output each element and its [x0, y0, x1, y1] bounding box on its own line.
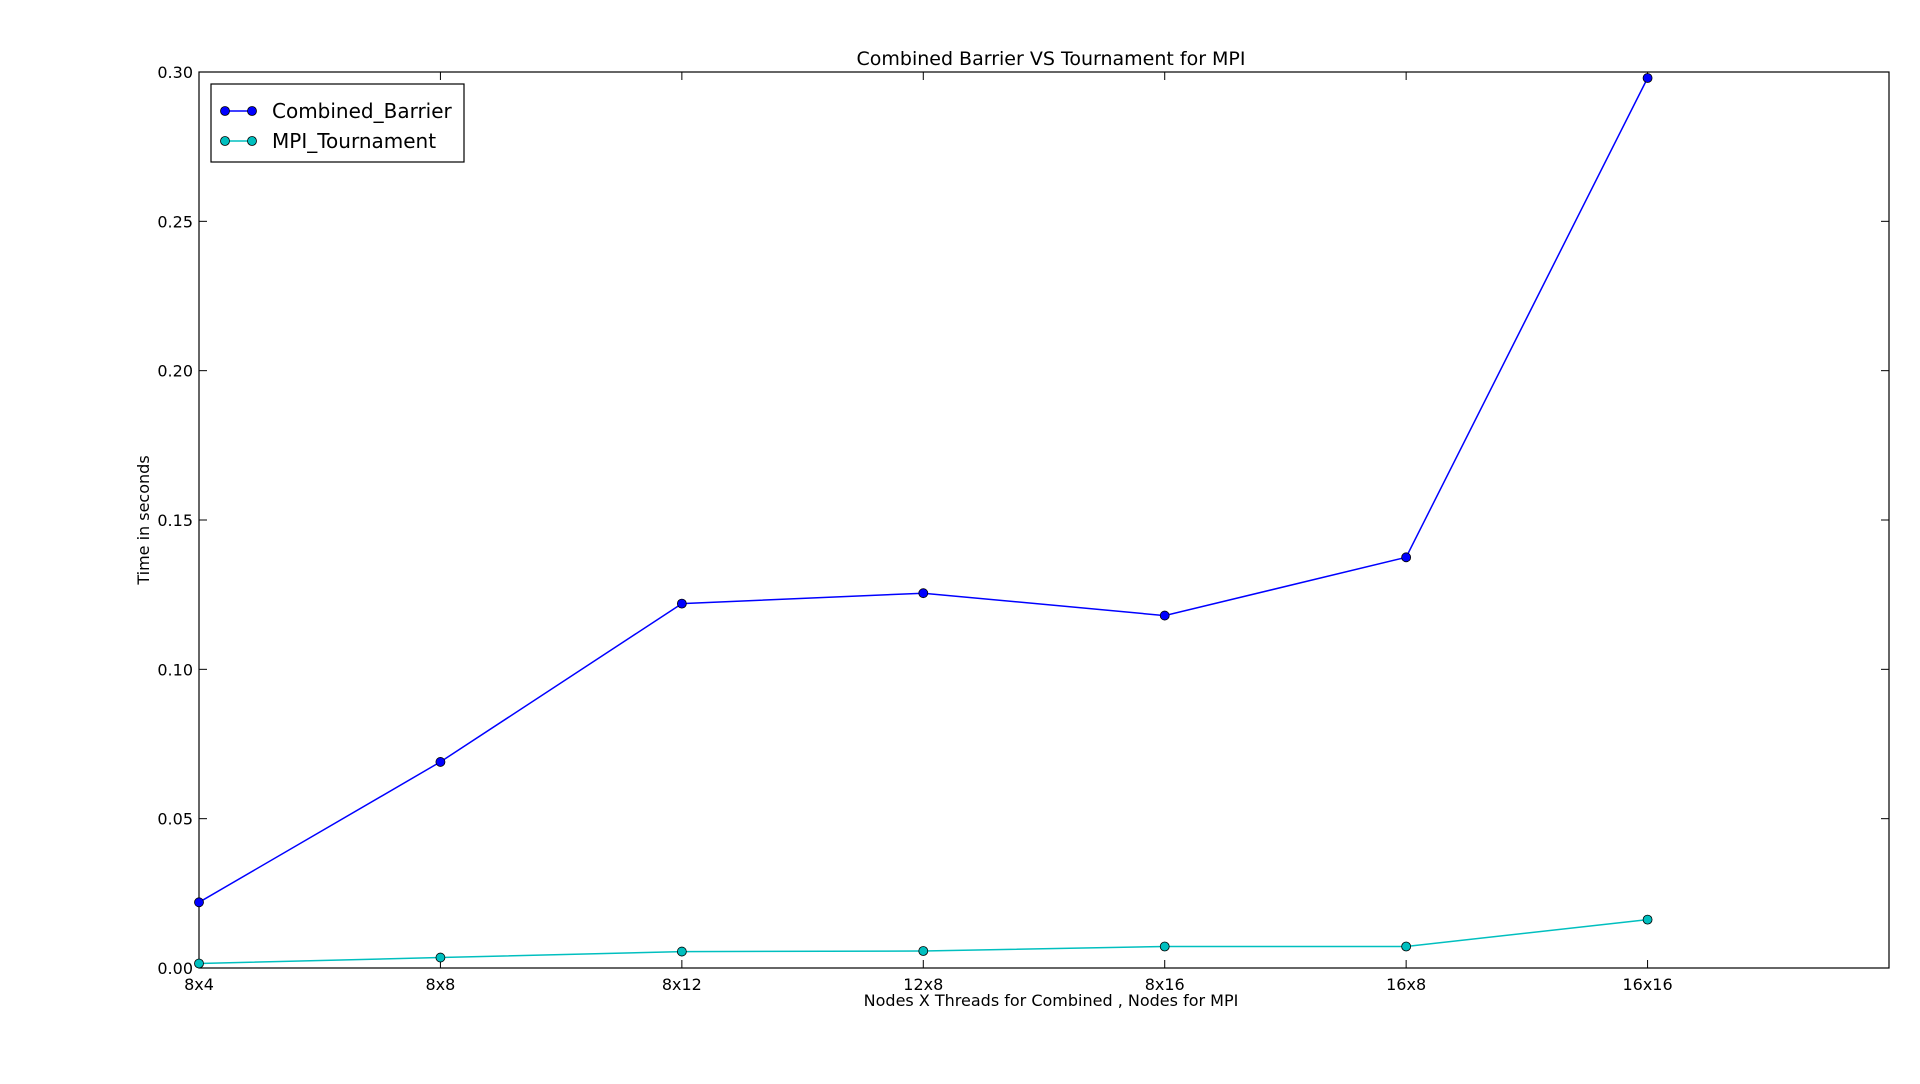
legend: Combined_Barrier MPI_Tournament — [210, 83, 465, 163]
legend-marker — [247, 106, 257, 116]
y-tick-label: 0.05 — [157, 810, 193, 829]
legend-marker — [247, 136, 257, 146]
legend-marker — [220, 136, 230, 146]
x-tick-label: 8x4 — [184, 975, 214, 994]
legend-label: MPI_Tournament — [272, 129, 436, 153]
data-point — [194, 897, 204, 908]
series-line-mpi-tournament — [198, 918, 1648, 965]
data-point — [918, 946, 929, 956]
y-axis-label: Time in seconds — [134, 455, 153, 585]
y-tick-label: 0.00 — [157, 959, 193, 978]
data-point — [1401, 552, 1412, 563]
y-tick-label: 0.20 — [157, 362, 193, 381]
x-axis-label: Nodes X Threads for Combined , Nodes for… — [864, 991, 1239, 1010]
plot-area: 0.00 0.05 0.10 0.15 0.20 0.25 0.30 8x4 8x8 8x12 12… — [157, 63, 1890, 994]
data-point — [1401, 941, 1412, 952]
legend-marker — [220, 106, 230, 116]
y-tick-label: 0.30 — [157, 63, 193, 82]
data-point — [435, 952, 446, 963]
x-tick-label: 8x8 — [426, 975, 456, 994]
data-point — [676, 946, 687, 957]
x-tick-label: 16x8 — [1386, 975, 1426, 994]
legend-box — [210, 83, 465, 163]
data-point — [1642, 914, 1653, 925]
y-tick-label: 0.10 — [157, 660, 193, 679]
data-point — [1642, 73, 1653, 83]
data-point — [676, 598, 687, 609]
x-tick-label: 16x16 — [1622, 975, 1672, 994]
x-tick-label: 8x16 — [1145, 975, 1185, 994]
data-point — [194, 958, 204, 969]
series-line-combined-barrier — [198, 77, 1649, 903]
legend-label: Combined_Barrier — [272, 99, 453, 123]
y-tick-label: 0.15 — [157, 511, 193, 530]
data-point — [1159, 941, 1170, 952]
y-tick-label: 0.25 — [157, 212, 193, 231]
data-point — [1159, 610, 1170, 621]
data-point — [918, 588, 929, 599]
plot-frame — [198, 71, 1890, 969]
x-tick-label: 8x12 — [662, 975, 702, 994]
chart-title: Combined Barrier VS Tournament for MPI — [856, 48, 1245, 70]
data-point — [435, 757, 446, 767]
x-tick-label: 12x8 — [903, 975, 943, 994]
